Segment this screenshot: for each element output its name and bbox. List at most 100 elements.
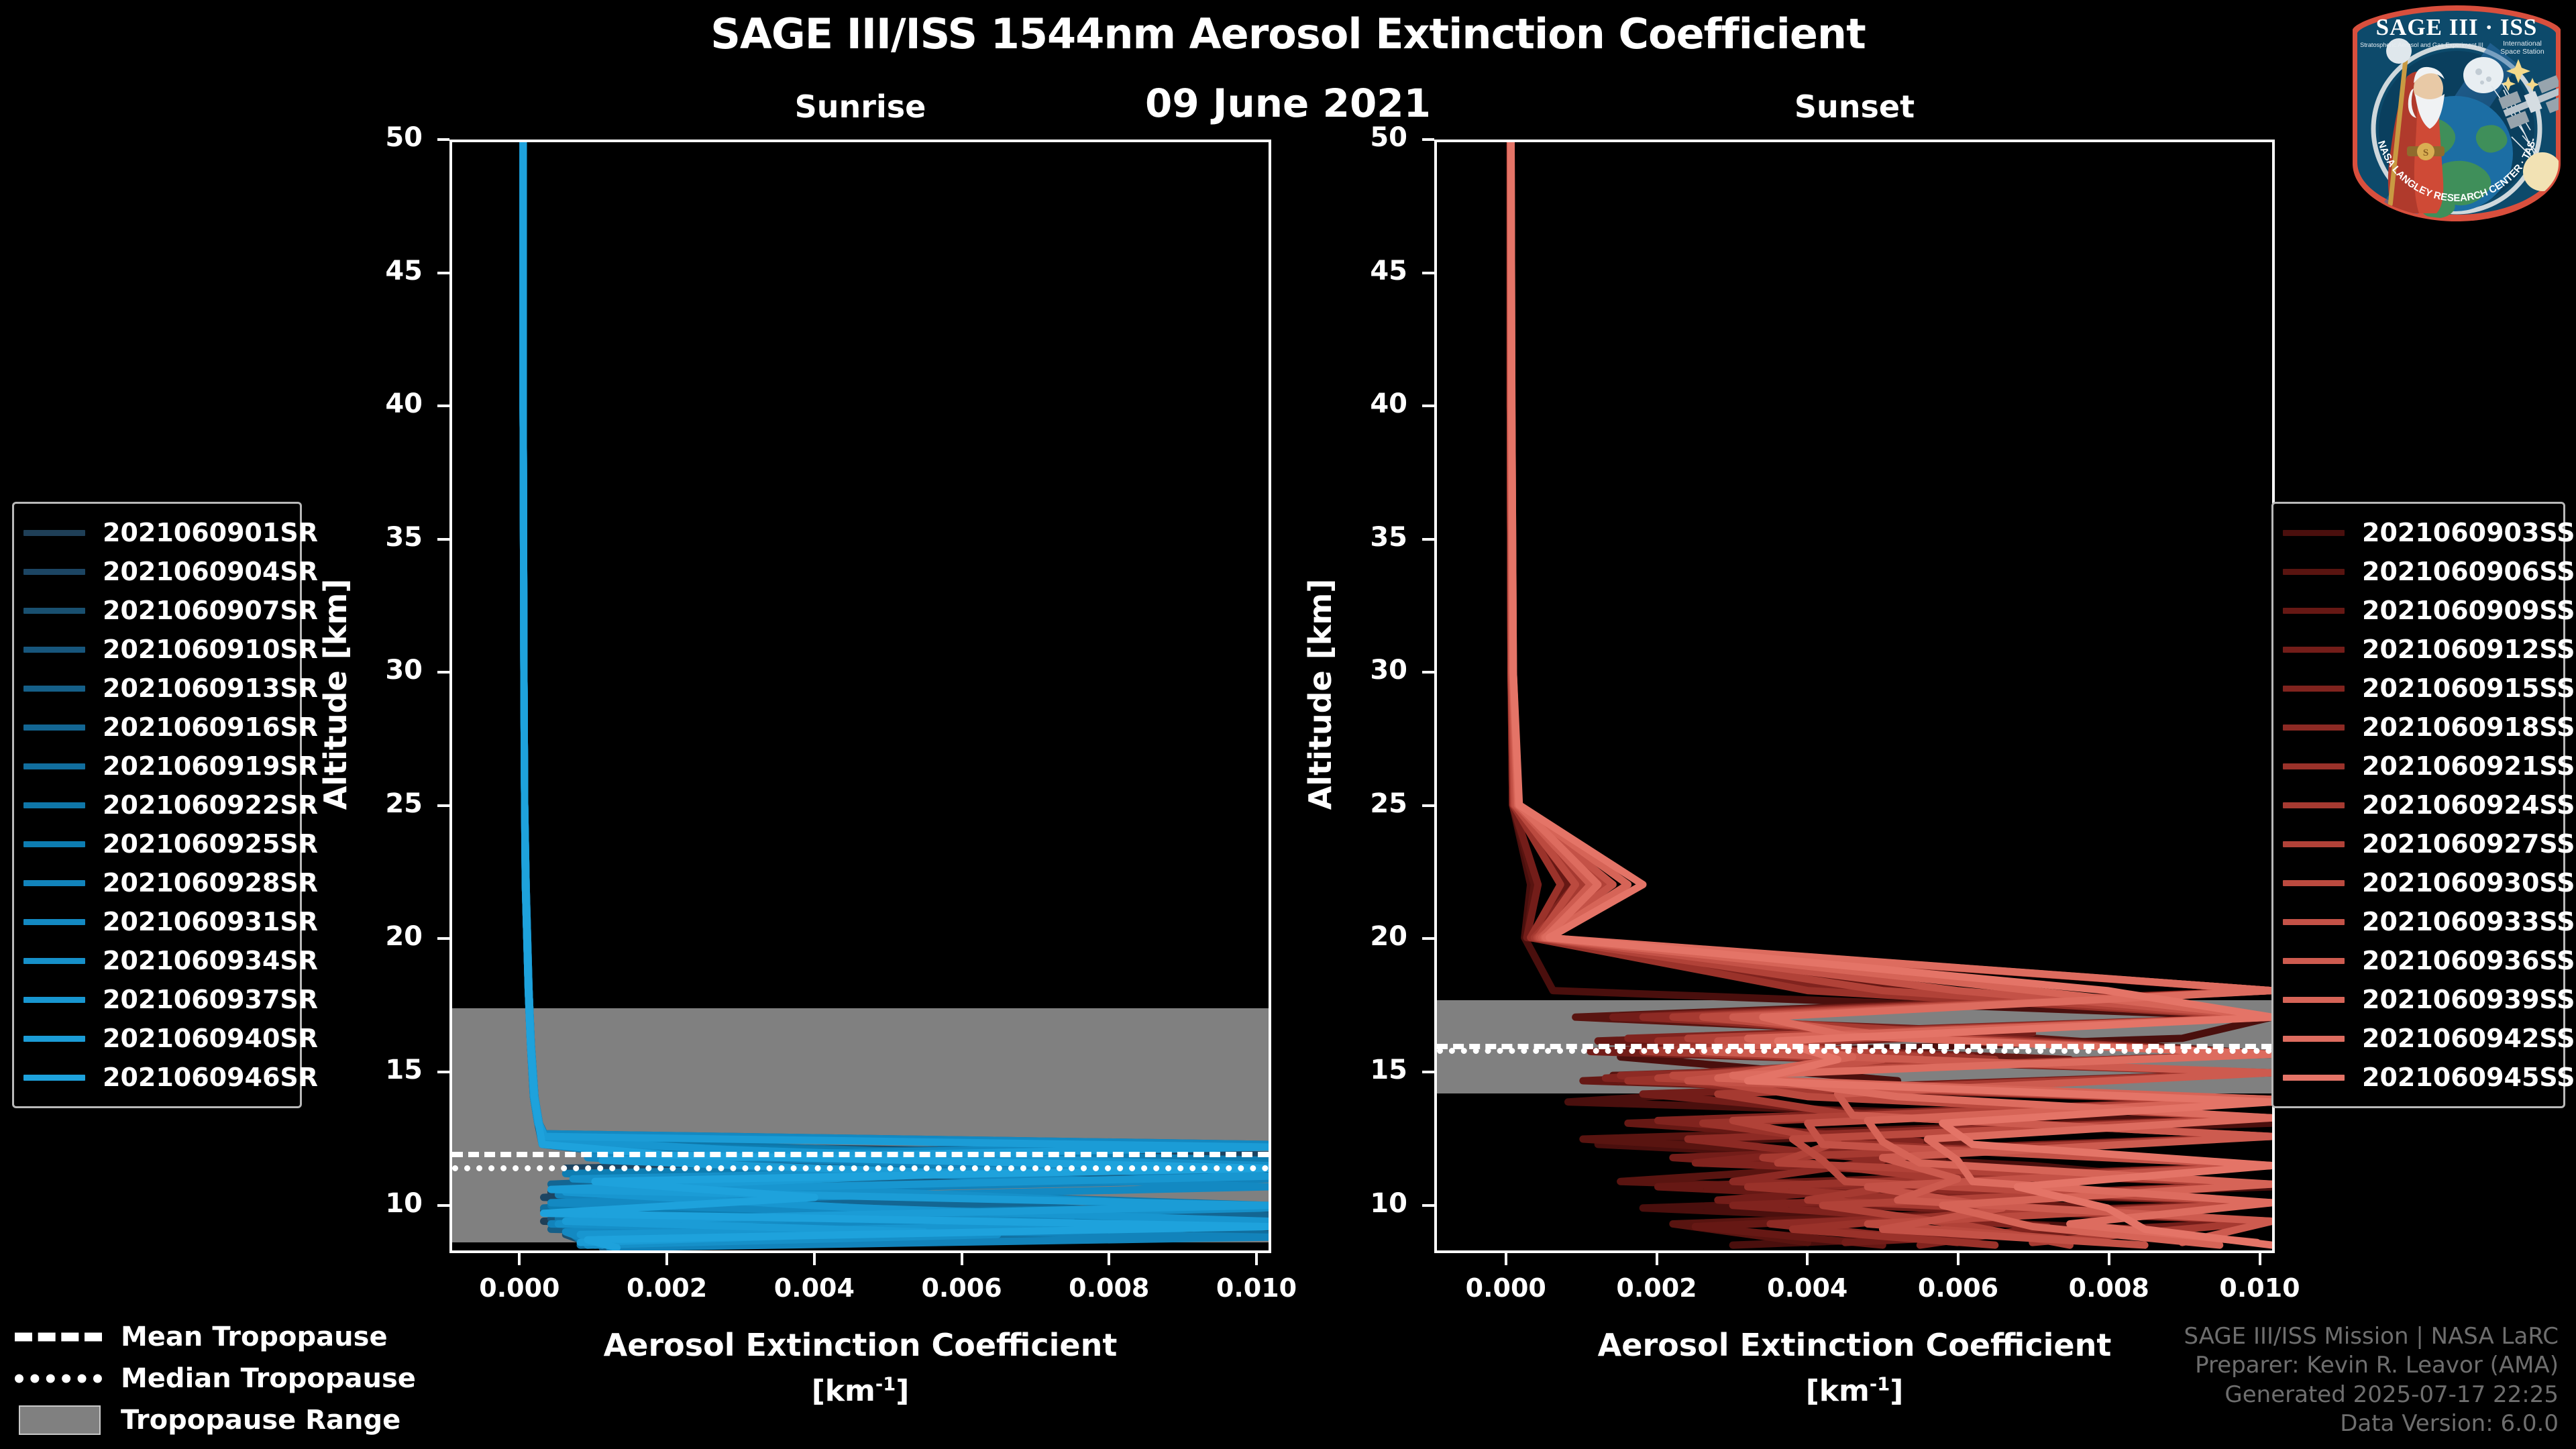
logo-subtitle-left: Stratospheric Aerosol and Gas Experiment… <box>2360 42 2483 48</box>
y-tick-label: 10 <box>1370 1187 1407 1219</box>
x-tick-mark <box>2258 1253 2261 1265</box>
sunrise-event-legend-item[interactable]: 2021060928SR <box>23 863 318 902</box>
x-tick-label: 0.004 <box>773 1273 855 1303</box>
legend-color-swatch <box>23 763 85 769</box>
legend-item-label: 2021060912SS <box>2362 635 2575 664</box>
legend-color-swatch <box>2283 646 2345 653</box>
sunrise-event-legend-item[interactable]: 2021060913SR <box>23 669 318 708</box>
sunset-event-legend-item[interactable]: 2021060924SS <box>2283 786 2575 824</box>
sunset-event-legend-item[interactable]: 2021060930SS <box>2283 863 2575 902</box>
x-tick-mark <box>1108 1253 1111 1265</box>
sunset-event-legend-item[interactable]: 2021060927SS <box>2283 824 2575 863</box>
legend-color-swatch <box>23 879 85 886</box>
legend-color-swatch <box>2283 918 2345 925</box>
sunset-event-legend-item[interactable]: 2021060903SS <box>2283 513 2575 552</box>
sunrise-event-legend-item[interactable]: 2021060910SR <box>23 630 318 669</box>
y-tick-mark <box>1422 671 1434 674</box>
sunset-event-legend-item[interactable]: 2021060942SS <box>2283 1019 2575 1058</box>
x-tick-mark <box>812 1253 816 1265</box>
sunrise-event-legend-item[interactable]: 2021060919SR <box>23 747 318 786</box>
x-tick-mark <box>1255 1253 1258 1265</box>
sunrise-event-legend-item[interactable]: 2021060925SR <box>23 824 318 863</box>
tropopause-legend-label: Median Tropopause <box>121 1363 416 1394</box>
sunrise-event-legend-item[interactable]: 2021060937SR <box>23 980 318 1019</box>
legend-color-swatch <box>23 568 85 575</box>
legend-color-swatch <box>2283 529 2345 536</box>
logo-subtitle-right-1: International <box>2503 40 2542 48</box>
sunset-event-legend-item[interactable]: 2021060939SS <box>2283 980 2575 1019</box>
sunrise-event-legend-item[interactable]: 2021060907SR <box>23 591 318 630</box>
sunset-event-legend-item[interactable]: 2021060912SS <box>2283 630 2575 669</box>
sunset-event-legend-item[interactable]: 2021060909SS <box>2283 591 2575 630</box>
legend-color-swatch <box>2283 607 2345 614</box>
credit-line: Data Version: 6.0.0 <box>2340 1409 2559 1437</box>
y-tick-mark <box>1422 271 1434 274</box>
legend-color-swatch <box>2283 724 2345 731</box>
y-tick-mark <box>1422 138 1434 141</box>
legend-item-label: 2021060930SS <box>2362 868 2575 898</box>
x-tick-label: 0.008 <box>1069 1273 1150 1303</box>
x-tick-mark <box>1957 1253 1960 1265</box>
legend-item-label: 2021060903SS <box>2362 518 2575 547</box>
legend-item-label: 2021060910SR <box>103 635 319 664</box>
x-tick-mark <box>665 1253 669 1265</box>
y-tick-mark <box>1422 1070 1434 1073</box>
logo-title: SAGE III · ISS <box>2376 14 2538 40</box>
y-tick-label: 25 <box>385 788 423 819</box>
x-tick-label: 0.002 <box>1616 1273 1697 1303</box>
profile-line <box>519 142 1269 1250</box>
sunset-event-legend-item[interactable]: 2021060933SS <box>2283 902 2575 941</box>
x-tick-label: 0.010 <box>2219 1273 2300 1303</box>
credit-line: SAGE III/ISS Mission | NASA LaRC <box>2184 1323 2559 1350</box>
legend-item-label: 2021060942SS <box>2362 1024 2575 1053</box>
legend-item-label: 2021060927SS <box>2362 829 2575 859</box>
x-tick-label: 0.008 <box>2068 1273 2149 1303</box>
sunrise-event-legend[interactable]: 2021060901SR 2021060904SR 2021060907SR 2021… <box>12 502 318 1108</box>
legend-color-swatch <box>23 996 85 1003</box>
sunset-profile-curves <box>1506 142 2272 1249</box>
legend-item-label: 2021060921SS <box>2362 751 2575 781</box>
y-tick-label: 45 <box>1370 255 1407 286</box>
sunset-event-legend-item[interactable]: 2021060915SS <box>2283 669 2575 708</box>
sunrise-plot-area <box>449 140 1271 1253</box>
sunrise-event-legend-item[interactable]: 2021060946SR <box>23 1058 318 1097</box>
sunrise-profile-curves <box>519 142 1269 1250</box>
sunrise-event-legend-item[interactable]: 2021060934SR <box>23 941 318 980</box>
sunrise-event-legend-item[interactable]: 2021060904SR <box>23 552 318 591</box>
sunset-y-axis-title: Altitude [km] <box>1302 578 1338 810</box>
y-tick-label: 40 <box>1370 388 1407 420</box>
sunrise-mean-tropopause-line <box>452 1152 1269 1158</box>
legend-color-swatch <box>23 802 85 808</box>
y-tick-mark <box>437 1203 449 1207</box>
sunset-event-legend-item[interactable]: 2021060921SS <box>2283 747 2575 786</box>
legend-item-label: 2021060933SS <box>2362 907 2575 936</box>
x-tick-mark <box>1806 1253 1809 1265</box>
legend-item-label: 2021060901SR <box>103 518 319 547</box>
sunset-event-legend-item[interactable]: 2021060945SS <box>2283 1058 2575 1097</box>
y-tick-mark <box>1422 405 1434 408</box>
sunrise-event-legend-item[interactable]: 2021060940SR <box>23 1019 318 1058</box>
sunset-event-legend-item[interactable]: 2021060918SS <box>2283 708 2575 747</box>
profile-line <box>519 142 1269 1246</box>
sunset-event-legend-item[interactable]: 2021060906SS <box>2283 552 2575 591</box>
legend-item-label: 2021060928SR <box>103 868 319 898</box>
sunset-event-legend[interactable]: 2021060903SS 2021060906SS 2021060909SS 2021… <box>2271 502 2575 1108</box>
tropopause-legend: Mean Tropopause Median Tropopause Tropopau… <box>15 1316 416 1441</box>
legend-color-swatch <box>2283 1035 2345 1042</box>
tropopause-legend-label: Tropopause Range <box>121 1405 401 1436</box>
sunrise-event-legend-item[interactable]: 2021060931SR <box>23 902 318 941</box>
sunset-event-legend-item[interactable]: 2021060936SS <box>2283 941 2575 980</box>
sunset-x-axis-unit: [km-1] <box>1805 1374 1904 1408</box>
sunrise-event-legend-item[interactable]: 2021060901SR <box>23 513 318 552</box>
y-tick-label: 20 <box>1370 921 1407 953</box>
sunrise-event-legend-item[interactable]: 2021060916SR <box>23 708 318 747</box>
x-tick-label: 0.006 <box>921 1273 1002 1303</box>
mean-tropopause-key <box>15 1332 102 1342</box>
sunrise-event-legend-item[interactable]: 2021060922SR <box>23 786 318 824</box>
legend-item-label: 2021060924SS <box>2362 790 2575 820</box>
legend-item-label: 2021060915SS <box>2362 674 2575 703</box>
x-tick-label: 0.000 <box>479 1273 560 1303</box>
y-tick-label: 20 <box>385 921 423 953</box>
legend-color-swatch <box>2283 957 2345 964</box>
legend-item-label: 2021060934SR <box>103 946 319 975</box>
